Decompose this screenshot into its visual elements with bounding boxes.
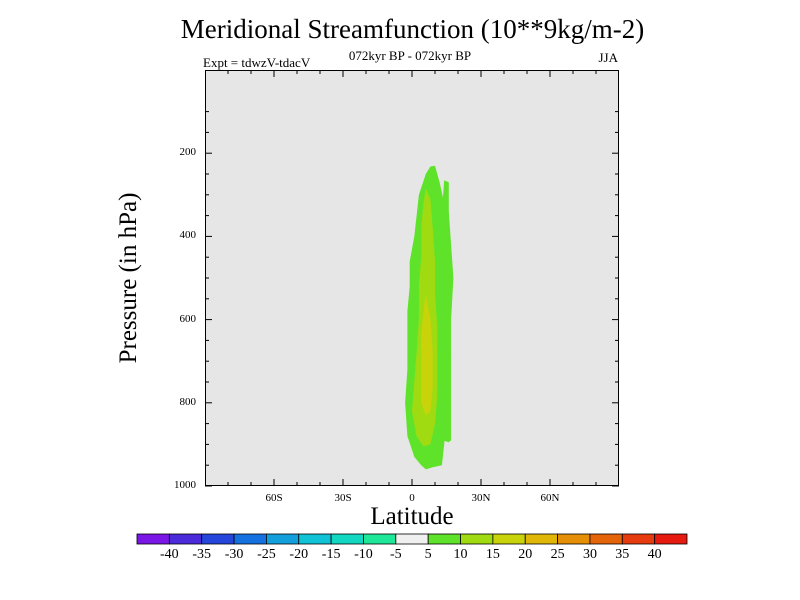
colorbar-label: 15 xyxy=(486,547,500,562)
x-tick-label: 0 xyxy=(409,492,415,504)
x-tick-label: 30S xyxy=(334,492,352,504)
colorbar-box xyxy=(266,533,300,545)
colorbar-box xyxy=(201,533,235,545)
colorbar-box xyxy=(654,533,688,545)
colorbar-box xyxy=(524,533,558,545)
colorbar-box xyxy=(330,533,364,545)
y-tick-label: 400 xyxy=(179,229,197,242)
colorbar-box xyxy=(460,533,494,545)
y-tick-label: 1000 xyxy=(174,479,196,491)
colorbar-box xyxy=(557,533,591,545)
x-tick-label: 60S xyxy=(265,492,283,504)
colorbar-label: 40 xyxy=(648,547,662,562)
x-tick-label: 30N xyxy=(471,492,491,504)
colorbar-label: -15 xyxy=(322,547,341,562)
colorbar-label: 25 xyxy=(551,547,565,562)
x-axis-label: Latitude xyxy=(370,503,454,530)
colorbar-label: 5 xyxy=(425,547,432,562)
colorbar-box xyxy=(233,533,267,545)
experiment-label: Expt = tdwzV-tdacV xyxy=(203,55,311,70)
colorbar-box xyxy=(168,533,203,545)
colorbar-box xyxy=(492,533,526,545)
colorbar-box xyxy=(589,533,623,545)
chart-subtitle: 072kyr BP - 072kyr BP xyxy=(348,48,472,63)
colorbar-label: -35 xyxy=(192,547,211,562)
colorbar-box xyxy=(621,533,656,545)
chart-title: Meridional Streamfunction (10**9kg/m-2) xyxy=(180,14,645,44)
colorbar-box xyxy=(298,533,332,545)
contour-fill-5-1 xyxy=(441,180,454,443)
colorbar-box xyxy=(427,533,461,545)
colorbar-box xyxy=(395,533,429,545)
colorbar-label: -30 xyxy=(225,547,244,562)
colorbar-box xyxy=(363,533,397,545)
contour-fill-15-3 xyxy=(421,294,433,416)
x-tick-label: 60N xyxy=(540,492,560,504)
y-tick-label: 200 xyxy=(179,146,197,159)
colorbar-label: -20 xyxy=(289,547,308,562)
colorbar-box xyxy=(136,533,170,545)
y-axis-label: Pressure (in hPa) xyxy=(115,192,142,364)
colorbar-label: -10 xyxy=(354,547,373,562)
colorbar-label: 35 xyxy=(615,547,629,562)
plot-area xyxy=(205,70,619,487)
season-label: JJA xyxy=(598,50,618,65)
colorbar-label: 20 xyxy=(518,547,532,562)
colorbar-label: -25 xyxy=(257,547,276,562)
colorbar-label: 10 xyxy=(454,547,468,562)
colorbar-label: -5 xyxy=(390,547,402,562)
colorbar-label: 30 xyxy=(583,547,597,562)
colorbar: -40 -35 -30 -25 -20 -15 -10 -5 5 10 15 20 25 30 35 40 xyxy=(136,533,688,562)
colorbar-label: -40 xyxy=(160,547,179,562)
y-tick-label: 800 xyxy=(179,395,197,408)
y-tick-label: 600 xyxy=(179,312,197,325)
